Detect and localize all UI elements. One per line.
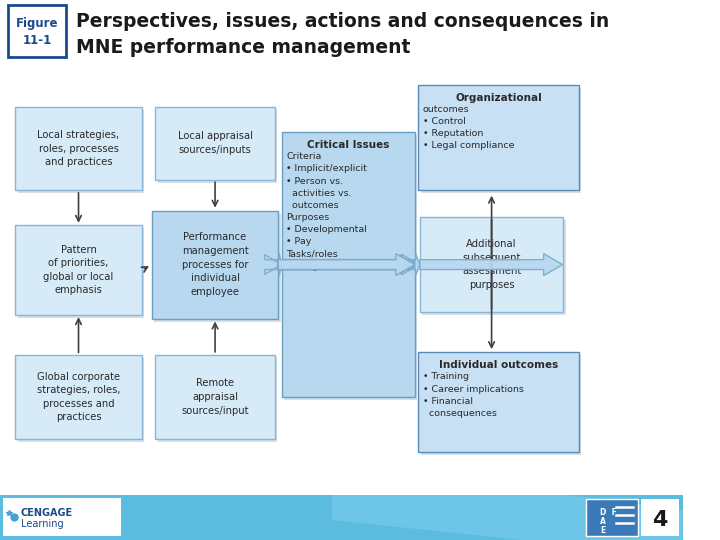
- FancyBboxPatch shape: [422, 220, 566, 315]
- FancyBboxPatch shape: [420, 355, 581, 455]
- Polygon shape: [278, 254, 282, 275]
- FancyBboxPatch shape: [8, 5, 66, 57]
- Text: Additional
subsequent
assessment
purposes: Additional subsequent assessment purpose…: [462, 239, 521, 290]
- FancyBboxPatch shape: [156, 106, 275, 179]
- Text: Individual outcomes: Individual outcomes: [438, 360, 558, 370]
- Text: Performance
management
processes for
individual
employee: Performance management processes for ind…: [181, 232, 248, 297]
- Text: Pattern
of priorities,
global or local
emphasis: Pattern of priorities, global or local e…: [43, 245, 114, 295]
- Text: Global corporate
strategies, roles,
processes and
practices: Global corporate strategies, roles, proc…: [37, 372, 120, 422]
- FancyBboxPatch shape: [154, 214, 281, 322]
- FancyBboxPatch shape: [418, 85, 579, 190]
- Polygon shape: [278, 254, 415, 275]
- FancyBboxPatch shape: [418, 353, 579, 453]
- Text: A: A: [600, 517, 606, 526]
- Text: MNE performance management: MNE performance management: [76, 38, 410, 57]
- FancyBboxPatch shape: [18, 228, 144, 318]
- FancyBboxPatch shape: [18, 358, 144, 442]
- Polygon shape: [420, 254, 562, 275]
- Text: 11-1: 11-1: [22, 34, 52, 47]
- Polygon shape: [279, 255, 415, 274]
- Text: 4: 4: [652, 510, 667, 530]
- FancyBboxPatch shape: [0, 495, 683, 540]
- Text: Organizational: Organizational: [455, 93, 541, 103]
- FancyBboxPatch shape: [15, 355, 142, 438]
- Text: Local appraisal
sources/inputs: Local appraisal sources/inputs: [178, 131, 253, 155]
- FancyBboxPatch shape: [15, 106, 142, 191]
- FancyBboxPatch shape: [420, 88, 581, 193]
- Text: • Training
• Career implications
• Financial
  consequences: • Training • Career implications • Finan…: [423, 373, 524, 418]
- Polygon shape: [332, 495, 683, 540]
- FancyBboxPatch shape: [3, 498, 122, 536]
- Text: E: E: [600, 526, 606, 535]
- Text: outcomes
• Control
• Reputation
• Legal compliance: outcomes • Control • Reputation • Legal …: [423, 105, 514, 151]
- FancyBboxPatch shape: [18, 110, 144, 193]
- FancyBboxPatch shape: [284, 136, 417, 400]
- FancyBboxPatch shape: [156, 355, 275, 438]
- Polygon shape: [402, 255, 419, 274]
- Text: Perspectives, issues, actions and consequences in: Perspectives, issues, actions and conseq…: [76, 12, 609, 31]
- FancyBboxPatch shape: [586, 499, 638, 536]
- Text: CENGAGE: CENGAGE: [21, 508, 73, 518]
- FancyBboxPatch shape: [282, 132, 415, 397]
- FancyBboxPatch shape: [420, 217, 563, 312]
- Polygon shape: [279, 255, 418, 274]
- Text: Learning: Learning: [21, 519, 63, 529]
- FancyBboxPatch shape: [158, 110, 277, 183]
- FancyBboxPatch shape: [158, 358, 277, 442]
- Text: Criteria
• Implicit/explicit
• Person vs.
  activities vs.
  outcomes
Purposes
•: Criteria • Implicit/explicit • Person vs…: [287, 152, 367, 271]
- Text: Critical Issues: Critical Issues: [307, 140, 390, 150]
- Polygon shape: [415, 254, 420, 275]
- Text: Figure: Figure: [16, 17, 58, 30]
- Text: Remote
appraisal
sources/input: Remote appraisal sources/input: [181, 379, 249, 415]
- Polygon shape: [264, 255, 282, 274]
- FancyBboxPatch shape: [152, 211, 278, 319]
- FancyBboxPatch shape: [641, 499, 679, 536]
- Text: D  F: D F: [600, 508, 617, 517]
- FancyBboxPatch shape: [15, 226, 142, 314]
- Text: Local strategies,
roles, processes
and practices: Local strategies, roles, processes and p…: [37, 130, 120, 167]
